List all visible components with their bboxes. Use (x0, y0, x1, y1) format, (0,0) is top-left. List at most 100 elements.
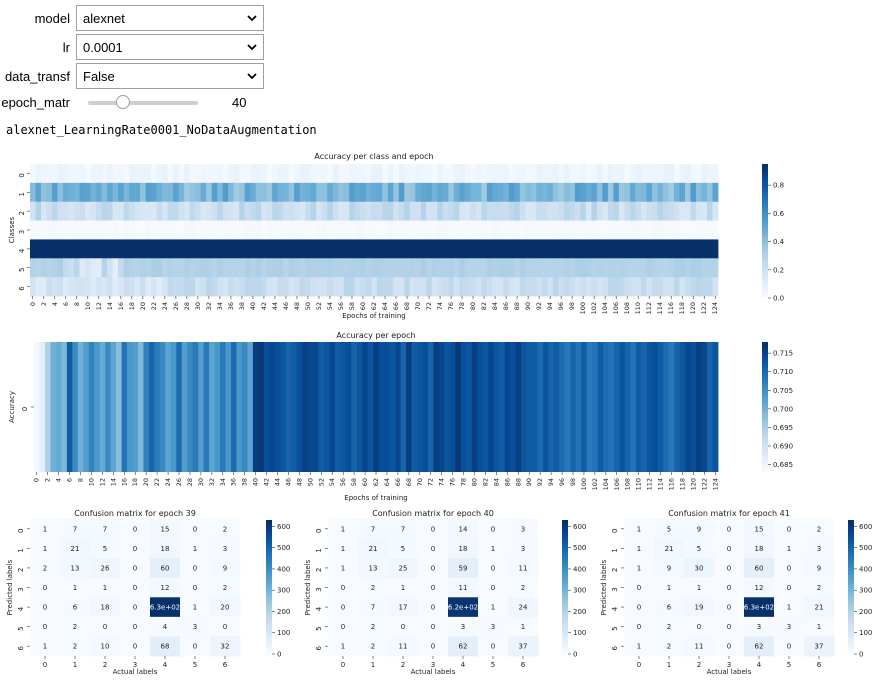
heatmap-cell (167, 164, 174, 184)
heatmap-cell (244, 201, 251, 221)
heatmap-cell (635, 258, 642, 278)
heatmap-cell (165, 342, 172, 472)
heatmap-cell (68, 182, 75, 203)
x-tick-label: 44 (274, 478, 282, 486)
epoch-matr-widget: epoch_matr (0, 89, 76, 115)
y-tick-label: 6 (17, 645, 25, 650)
matrix-cell (30, 558, 61, 579)
colorbar-segment (762, 381, 768, 385)
matrix-cell-label: 1 (787, 604, 791, 612)
heatmap-cell (668, 220, 675, 240)
heatmap-cell (464, 182, 471, 203)
heatmap-cell (629, 277, 636, 297)
matrix-cell-label: 4 (163, 623, 168, 631)
heatmap-cell (712, 164, 719, 184)
heatmap-cell (411, 342, 418, 472)
heatmap-cell (316, 258, 323, 278)
model-select[interactable]: alexnet (76, 5, 264, 31)
heatmap-cell (206, 220, 213, 240)
matrix-cell (30, 597, 61, 618)
x-tick-label: 24 (164, 478, 172, 486)
colorbar-tick-label: 100 (859, 629, 872, 637)
data-transf-select[interactable]: False (76, 63, 264, 89)
heatmap-cell (68, 220, 75, 240)
lr-select[interactable]: 0.0001 (76, 34, 264, 60)
heatmap-cell (233, 201, 240, 221)
heatmap-cell (470, 239, 477, 259)
heatmap-cell (305, 277, 312, 297)
heatmap-cell (57, 239, 64, 259)
colorbar-segment (848, 576, 854, 581)
heatmap-cell (459, 164, 466, 184)
heatmap-cell (189, 220, 196, 240)
heatmap-cell (55, 342, 62, 472)
x-tick-label: 78 (458, 302, 466, 310)
heatmap-cell (151, 239, 157, 259)
heatmap-cell (41, 277, 47, 297)
epoch-slider-track[interactable] (88, 101, 198, 105)
heatmap-cell (640, 164, 647, 184)
heatmap-cell (679, 239, 686, 259)
heatmap-cell (123, 220, 130, 240)
heatmap-cell (508, 201, 515, 221)
heatmap-cell (657, 342, 664, 472)
x-tick-label: 26 (175, 478, 183, 486)
heatmap-cell (140, 182, 146, 203)
heatmap-cell (327, 220, 334, 240)
heatmap-cell (646, 258, 653, 278)
x-tick-label: 112 (646, 478, 654, 490)
x-tick-label: 86 (503, 478, 511, 486)
heatmap-cell (497, 239, 504, 259)
heatmap-cell (74, 201, 80, 221)
colorbar-segment (762, 291, 768, 296)
x-tick-label: 38 (241, 478, 249, 486)
heatmap-cell (217, 164, 224, 184)
heatmap-cell (591, 164, 598, 184)
heatmap-cell (438, 342, 445, 472)
epoch-slider-handle[interactable] (116, 95, 130, 109)
heatmap-cell (619, 342, 626, 472)
heatmap-cell (657, 277, 664, 297)
heatmap-cell (220, 342, 226, 472)
matrix-cell-label: 1 (193, 604, 197, 612)
matrix-cell (60, 558, 91, 579)
heatmap-cell (156, 164, 163, 184)
y-tick-label: 2 (611, 568, 619, 572)
matrix-cell (328, 616, 359, 637)
heatmap-cell (57, 220, 64, 240)
matrix-cell (714, 636, 745, 657)
heatmap-cell (608, 342, 615, 472)
matrix-cell-label: 0 (43, 623, 47, 631)
matrix-cell (478, 538, 509, 559)
colorbar-segment (848, 650, 854, 655)
heatmap-cell (85, 220, 91, 240)
matrix-cell (684, 558, 715, 579)
colorbar-segment (266, 610, 272, 615)
matrix-cell (388, 597, 419, 618)
matrix-cell-label: 12 (755, 584, 764, 592)
heatmap-cell (486, 220, 493, 240)
heatmap-cell (167, 258, 174, 278)
heatmap-cell (134, 182, 141, 203)
heatmap-cell (382, 182, 389, 203)
heatmap-cell (277, 201, 284, 221)
colorbar-segment (562, 607, 568, 611)
heatmap-cell (233, 277, 240, 297)
matrix-cell (774, 519, 805, 539)
heatmap-cell (415, 201, 422, 221)
heatmap-cell (580, 277, 587, 297)
x-tick-label: 34 (216, 302, 224, 310)
matrix-cell-label: 1 (401, 584, 405, 592)
heatmap-cell (558, 220, 565, 240)
y-tick-label: 3 (315, 587, 323, 591)
heatmap-cell (305, 201, 312, 221)
matrix-cell (388, 577, 419, 598)
heatmap-cell (195, 182, 202, 203)
matrix-cell-label: 6.3e+02 (744, 604, 774, 612)
heatmap-cell (162, 164, 168, 184)
matrix-cell (418, 519, 449, 539)
heatmap-cell (123, 277, 130, 297)
heatmap-cell (35, 258, 42, 278)
heatmap-cell (327, 201, 334, 221)
matrix-cell (60, 616, 91, 637)
